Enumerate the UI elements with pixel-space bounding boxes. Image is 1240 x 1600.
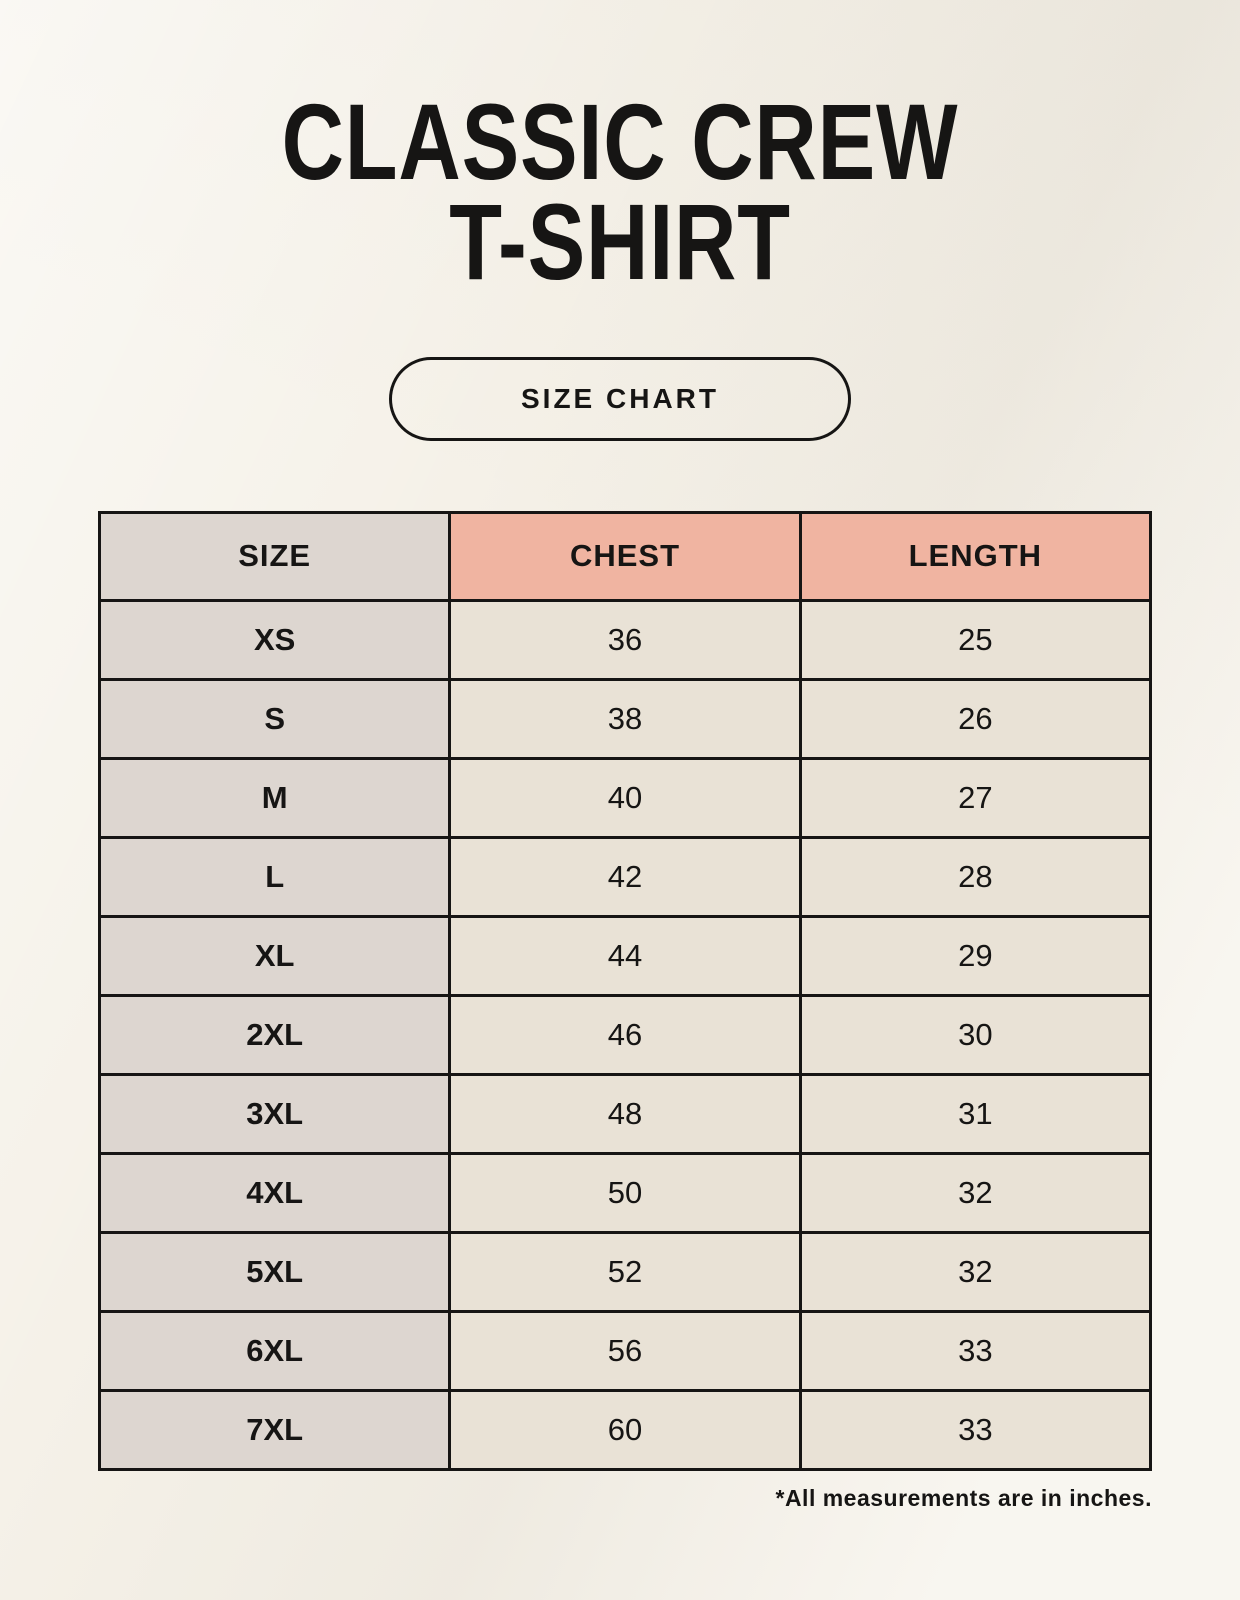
chest-cell: 56 — [448, 1309, 802, 1392]
table-row: 5XL 52 32 — [97, 1230, 1153, 1313]
length-cell: 25 — [798, 598, 1153, 681]
size-cell: 2XL — [97, 993, 452, 1076]
table-row: 3XL 48 31 — [97, 1072, 1153, 1155]
length-cell: 32 — [798, 1151, 1153, 1234]
length-cell: 33 — [798, 1309, 1153, 1392]
table-row: S 38 26 — [97, 677, 1153, 760]
size-chart-button-label: SIZE CHART — [521, 382, 719, 414]
size-cell: 4XL — [97, 1151, 452, 1234]
size-cell: 7XL — [97, 1388, 452, 1471]
length-cell: 30 — [798, 993, 1153, 1076]
size-cell: 6XL — [97, 1309, 452, 1392]
length-cell: 33 — [798, 1388, 1153, 1471]
page-title: CLASSIC CREW T-SHIRT — [124, 81, 1116, 303]
length-cell: 27 — [798, 756, 1153, 839]
size-table: SIZE CHEST LENGTH XS 36 25 S 38 26 M 40 … — [97, 510, 1153, 1471]
table-row: 7XL 60 33 — [97, 1388, 1153, 1471]
column-header-chest: CHEST — [448, 510, 802, 602]
chest-cell: 44 — [448, 914, 802, 997]
size-cell: XL — [97, 914, 452, 997]
size-cell: L — [97, 835, 452, 918]
table-row: XL 44 29 — [97, 914, 1153, 997]
table-row: L 42 28 — [97, 835, 1153, 918]
chest-cell: 46 — [448, 993, 802, 1076]
size-cell: S — [97, 677, 452, 760]
title-line-2: T-SHIRT — [449, 181, 791, 303]
length-cell: 26 — [798, 677, 1153, 760]
chest-cell: 40 — [448, 756, 802, 839]
chest-cell: 50 — [448, 1151, 802, 1234]
table-row: XS 36 25 — [97, 598, 1153, 681]
chest-cell: 42 — [448, 835, 802, 918]
size-cell: M — [97, 756, 452, 839]
table-row: 2XL 46 30 — [97, 993, 1153, 1076]
measurement-footnote: *All measurements are in inches. — [775, 1484, 1152, 1511]
size-chart-button[interactable]: SIZE CHART — [389, 356, 851, 441]
table-row: 4XL 50 32 — [97, 1151, 1153, 1234]
size-cell: XS — [97, 598, 452, 681]
title-line-1: CLASSIC CREW — [281, 81, 959, 202]
chest-cell: 38 — [448, 677, 802, 760]
table-row: M 40 27 — [97, 756, 1153, 839]
size-cell: 3XL — [97, 1072, 452, 1155]
length-cell: 31 — [798, 1072, 1153, 1155]
chest-cell: 36 — [448, 598, 802, 681]
chest-cell: 60 — [448, 1388, 802, 1471]
chest-cell: 48 — [448, 1072, 802, 1155]
table-row: 6XL 56 33 — [97, 1309, 1153, 1392]
table-header-row: SIZE CHEST LENGTH — [97, 510, 1153, 602]
column-header-length: LENGTH — [798, 510, 1153, 602]
length-cell: 28 — [798, 835, 1153, 918]
column-header-size: SIZE — [97, 510, 452, 602]
chest-cell: 52 — [448, 1230, 802, 1313]
length-cell: 29 — [798, 914, 1153, 997]
size-cell: 5XL — [97, 1230, 452, 1313]
length-cell: 32 — [798, 1230, 1153, 1313]
